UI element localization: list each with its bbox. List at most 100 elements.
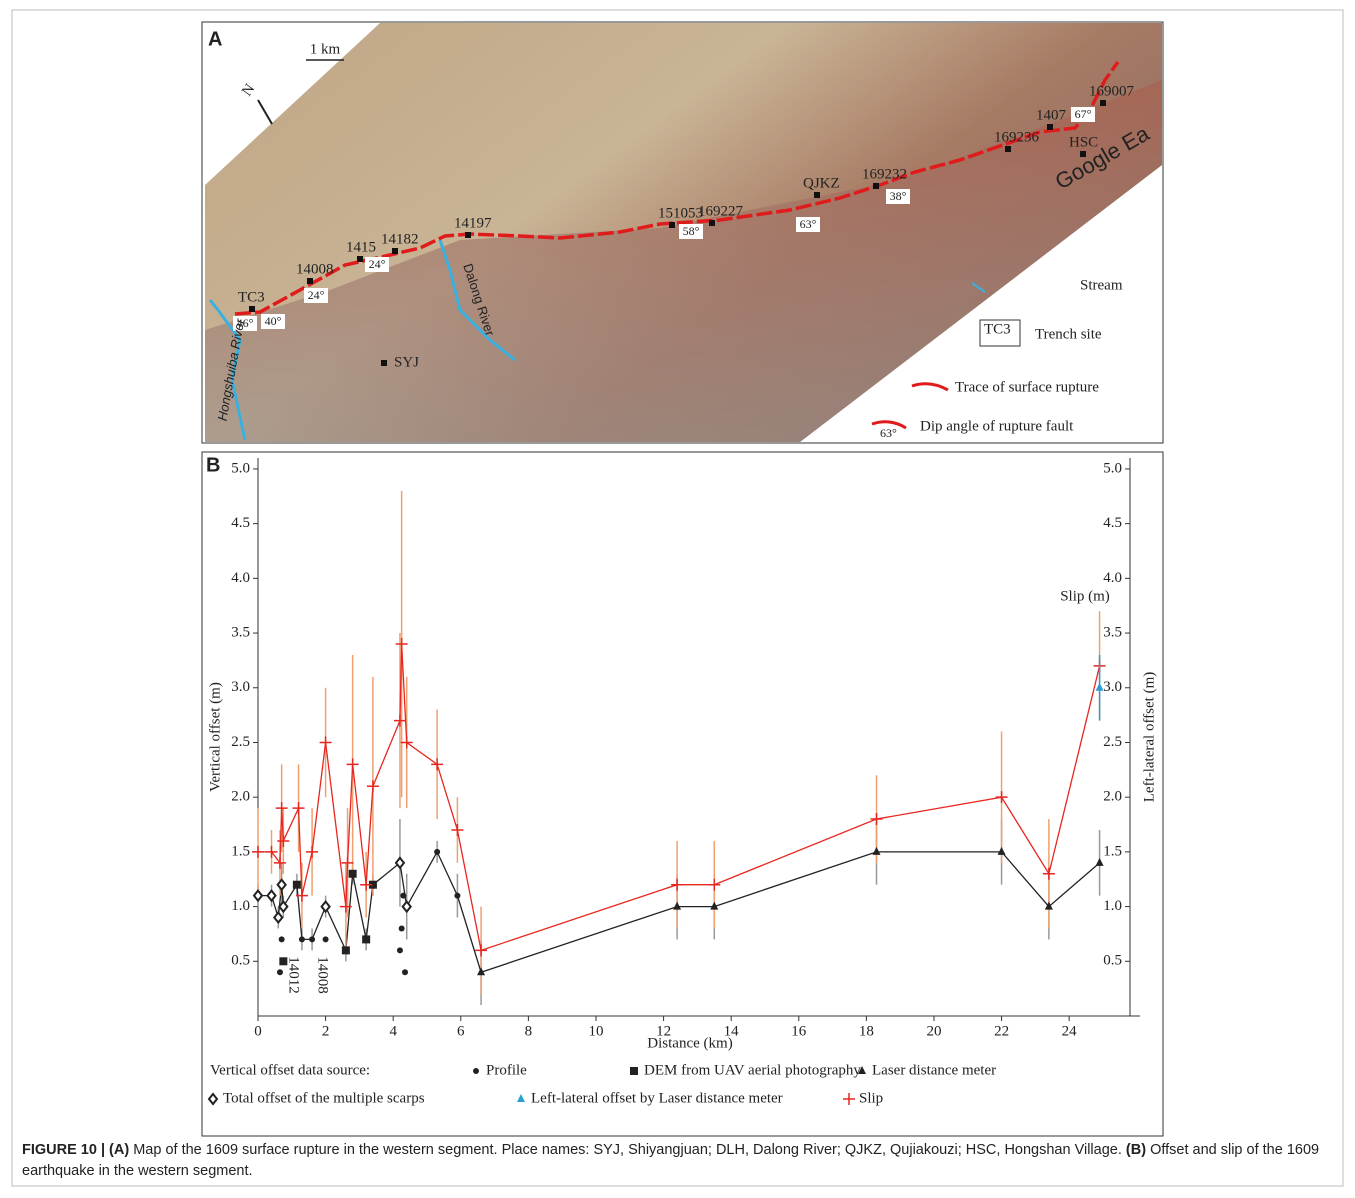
x-tick-label: 16 <box>791 1023 807 1039</box>
legend-symbol-label: TC3 <box>984 321 1011 337</box>
profile-point <box>309 936 315 942</box>
dip-angle: 67° <box>1075 107 1092 121</box>
dem-point <box>342 946 350 954</box>
x-tick-label: 0 <box>254 1023 262 1039</box>
caption-label: FIGURE 10 | (A) <box>22 1142 129 1158</box>
x-tick-label: 4 <box>389 1023 397 1039</box>
y2-tick-label: 4.5 <box>1103 515 1122 531</box>
station-marker <box>1100 100 1106 106</box>
profile-point <box>454 893 460 899</box>
y-tick-label: 3.5 <box>231 624 250 640</box>
dem-point <box>293 881 301 889</box>
place-label: TC3 <box>238 289 265 305</box>
y-tick-label: 2.0 <box>231 789 250 805</box>
legend-label: Total offset of the multiple scarps <box>223 1090 425 1106</box>
profile-point <box>397 947 403 953</box>
place-label: 169007 <box>1089 83 1135 99</box>
station-marker <box>465 232 471 238</box>
station-marker <box>249 306 255 312</box>
place-label: SYJ <box>394 354 419 370</box>
legend-label: Laser distance meter <box>872 1062 996 1078</box>
dem-point <box>630 1067 638 1075</box>
station-marker <box>709 220 715 226</box>
caption: FIGURE 10 | (A) Map of the 1609 surface … <box>22 1140 1322 1182</box>
y2-tick-label: 2.5 <box>1103 734 1122 750</box>
x-tick-label: 18 <box>859 1023 874 1039</box>
x-axis-label: Distance (km) <box>647 1035 732 1051</box>
legend-label: Stream <box>1080 277 1123 293</box>
station-marker <box>357 256 363 262</box>
profile-point <box>323 936 329 942</box>
place-label: QJKZ <box>803 175 840 191</box>
legend-label: DEM from UAV aerial photography <box>644 1062 861 1078</box>
y2-axis-label: Left-lateral offset (m) <box>1141 672 1157 803</box>
y-tick-label: 4.0 <box>231 570 250 586</box>
profile-point <box>279 936 285 942</box>
x-tick-label: 2 <box>322 1023 330 1039</box>
profile-point <box>277 969 283 975</box>
caption-text: Map of the 1609 surface rupture in the w… <box>129 1142 1126 1158</box>
x-tick-label: 10 <box>588 1023 603 1039</box>
place-label: 169232 <box>862 166 907 182</box>
place-label: 14197 <box>454 215 492 231</box>
x-tick-label: 22 <box>994 1023 1009 1039</box>
place-label: 1415 <box>346 239 376 255</box>
y-tick-label: 1.5 <box>231 843 250 859</box>
chart-panel <box>202 452 1163 1136</box>
y2-tick-label: 1.0 <box>1103 898 1122 914</box>
dip-angle: 58° <box>683 224 700 238</box>
caption-label: (B) <box>1126 1142 1146 1158</box>
y-tick-label: 2.5 <box>231 734 250 750</box>
y-tick-label: 1.0 <box>231 898 250 914</box>
place-label: 14008 <box>296 261 334 277</box>
annotation: 14012 <box>286 956 302 994</box>
legend-label: Trace of surface rupture <box>955 379 1099 395</box>
station-marker <box>814 192 820 198</box>
scale-label: 1 km <box>310 41 341 57</box>
place-label: 169227 <box>698 203 744 219</box>
x-tick-label: 20 <box>926 1023 941 1039</box>
station-marker <box>669 222 675 228</box>
x-tick-label: 24 <box>1062 1023 1078 1039</box>
y-tick-label: 0.5 <box>231 953 250 969</box>
y2-tick-label: 5.0 <box>1103 460 1122 476</box>
page: A1 kmNTC31400814151418214197151053169227… <box>0 0 1355 1198</box>
legend-label: Slip <box>859 1090 883 1106</box>
dip-angle: 24° <box>308 288 325 302</box>
y-tick-label: 5.0 <box>231 460 250 476</box>
panel-label: A <box>208 28 222 50</box>
dip-angle: 63° <box>800 217 817 231</box>
legend-label: Left-lateral offset by Laser distance me… <box>531 1090 783 1106</box>
dip-angle: 38° <box>890 189 907 203</box>
station-marker <box>381 360 387 366</box>
x-tick-label: 6 <box>457 1023 465 1039</box>
y-tick-label: 4.5 <box>231 515 250 531</box>
place-label: 169236 <box>994 129 1040 145</box>
profile-point <box>299 936 305 942</box>
legend-title: Vertical offset data source: <box>210 1062 370 1078</box>
y2-tick-label: 1.5 <box>1103 843 1122 859</box>
place-label: 1407 <box>1036 107 1067 123</box>
legend-label: Trench site <box>1035 326 1102 342</box>
annotation: 14008 <box>315 956 331 994</box>
dem-point <box>362 935 370 943</box>
profile-point <box>402 969 408 975</box>
x-tick-label: 8 <box>525 1023 533 1039</box>
place-label: 14182 <box>381 231 419 247</box>
station-marker <box>392 248 398 254</box>
dip-angle: 24° <box>369 257 386 271</box>
station-marker <box>307 278 313 284</box>
station-marker <box>1005 146 1011 152</box>
profile-point <box>400 893 406 899</box>
y2-tick-label: 0.5 <box>1103 953 1122 969</box>
legend-symbol-label: 63° <box>880 426 897 440</box>
y2-tick-label: 3.0 <box>1103 679 1122 695</box>
figure-graphic: A1 kmNTC31400814151418214197151053169227… <box>0 0 1355 1198</box>
panel-label: B <box>206 454 220 476</box>
station-marker <box>873 183 879 189</box>
y2-tick-label: 3.5 <box>1103 624 1122 640</box>
y2-tick-label: 2.0 <box>1103 789 1122 805</box>
profile-point <box>434 849 440 855</box>
place-label: 151053 <box>658 205 703 221</box>
profile-point <box>399 925 405 931</box>
